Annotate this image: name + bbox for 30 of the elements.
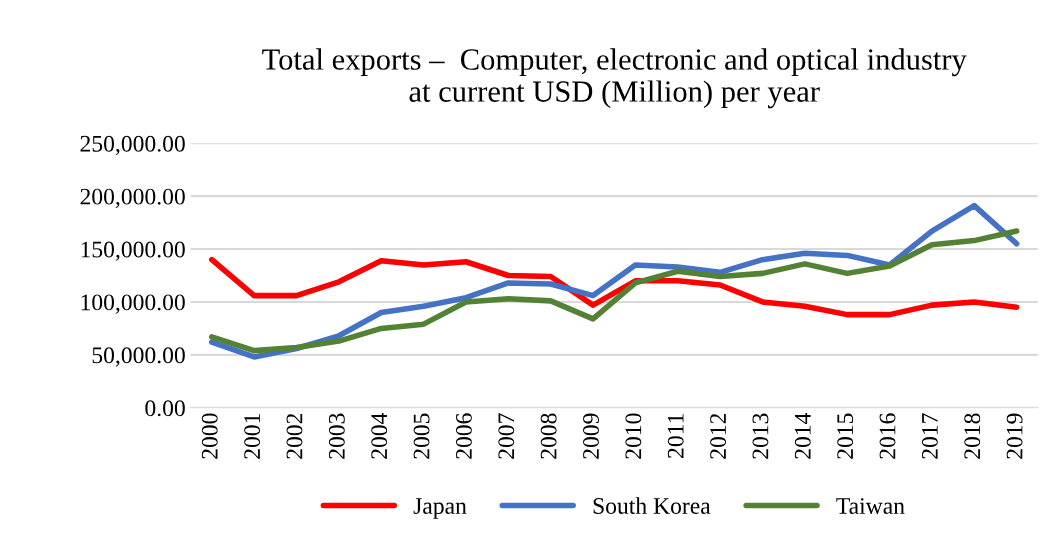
x-tick-label: 2006 [455,413,472,459]
legend-label: South Korea [593,497,711,514]
x-tick-label: 2009 [583,413,599,459]
x-tick-label: 2007 [498,413,515,459]
x-tick-label: 2011 [667,414,684,458]
y-tick-label: 0.00 [145,400,185,417]
x-tick-label: 2008 [540,413,557,459]
y-tick-label: 150,000.00 [81,241,185,261]
x-tick-label: 2019 [1006,413,1023,459]
y-tick-label: 200,000.00 [80,188,185,208]
x-tick-label: 2000 [201,413,218,459]
x-tick-label: 2005 [413,413,430,459]
x-tick-label: 2013 [752,413,769,459]
x-tick-label: 2004 [371,412,388,459]
x-tick-label: 2017 [921,413,938,459]
x-tick-label: 2018 [964,413,981,459]
x-tick-label: 2016 [879,413,896,459]
y-tick-label: 100,000.00 [81,294,185,314]
chart-title: Total exports – Computer, electronic and optical industry at current USD (Million) per year [262,48,967,109]
x-tick-label: 2002 [286,413,303,459]
x-tick-label: 2003 [328,413,345,459]
y-tick-label: 250,000.00 [80,135,185,156]
legend-label: Taiwan [836,498,905,514]
x-tick-label: 2012 [710,413,727,459]
x-tick-label: 2014 [794,412,811,459]
legend-label: Japan [413,498,467,519]
x-tick-label: 2001 [244,414,261,459]
x-tick-label: 2015 [837,413,854,459]
y-tick-label: 50,000.00 [92,347,185,367]
x-tick-label: 2010 [625,413,642,459]
